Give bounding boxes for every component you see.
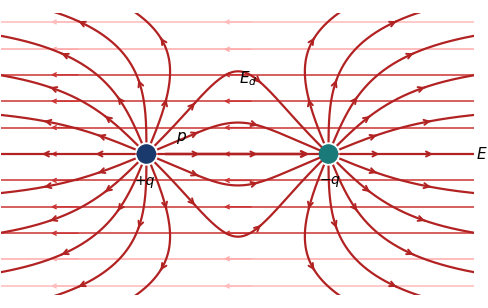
Text: $E$: $E$ — [476, 146, 488, 162]
Text: p: p — [176, 129, 186, 144]
Circle shape — [137, 145, 156, 163]
Text: +q: +q — [134, 174, 155, 188]
Circle shape — [320, 145, 338, 163]
Text: $E_d$: $E_d$ — [239, 70, 258, 88]
Text: $-q$: $-q$ — [320, 174, 341, 189]
